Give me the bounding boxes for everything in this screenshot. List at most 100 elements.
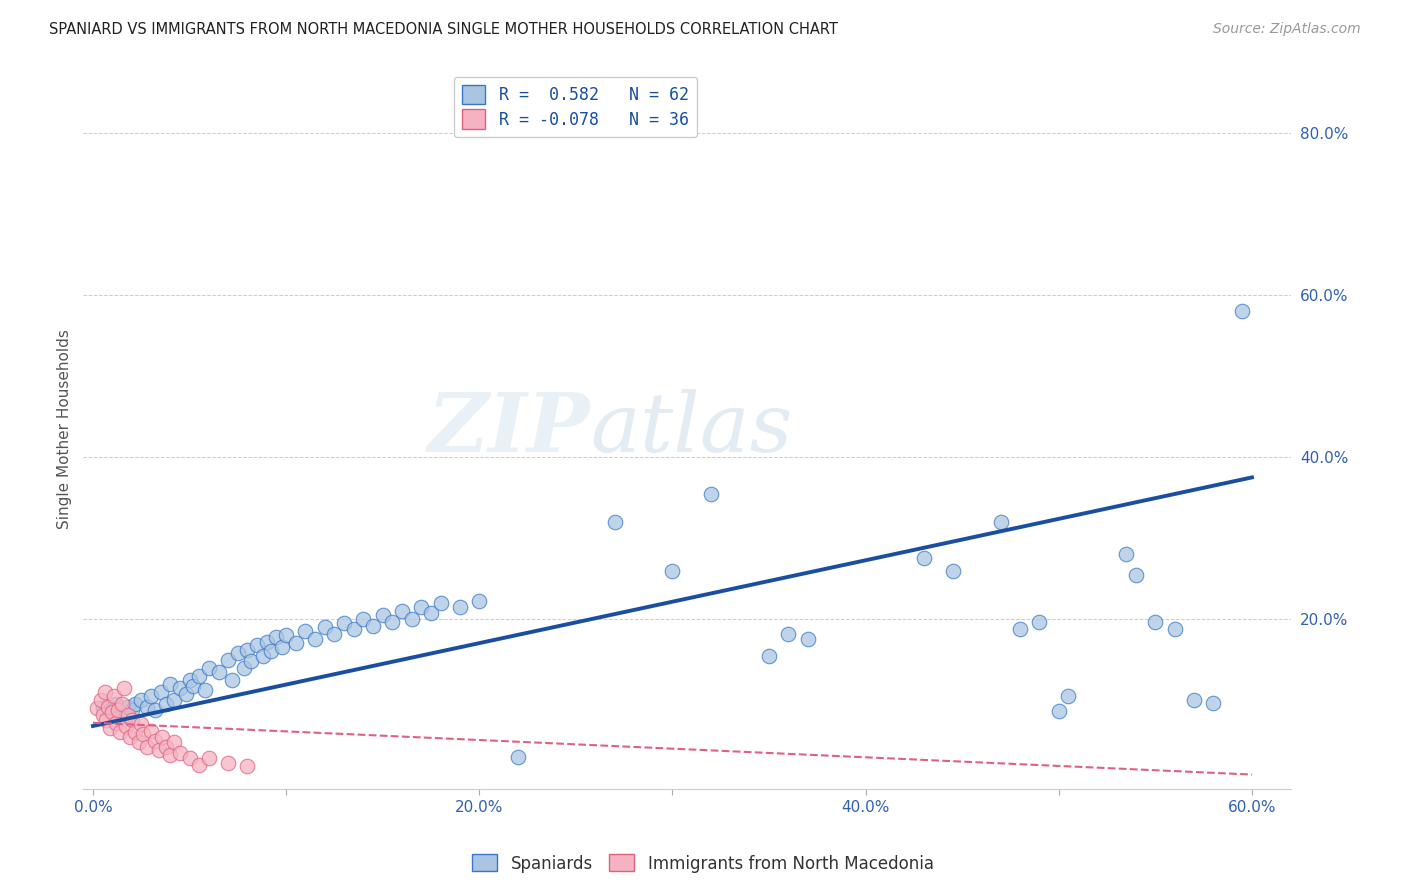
Point [343,622,366,636]
Point [226,646,249,660]
Point [179,673,201,687]
Point [139,689,162,703]
Point [143,703,166,717]
Point [111,709,134,723]
Point [246,638,269,652]
Point [1163,622,1185,636]
Point [139,723,162,738]
Point [96,714,118,728]
Point [101,705,124,719]
Point [1010,622,1032,636]
Point [121,703,143,717]
Point [1028,615,1050,629]
Point [98,722,121,736]
Point [136,739,159,754]
Point [169,746,191,760]
Point [371,608,394,623]
Point [136,699,159,714]
Point [129,693,152,707]
Point [217,756,239,771]
Point [333,616,356,631]
Point [159,748,181,763]
Point [143,733,166,747]
Text: ZIP: ZIP [427,389,591,469]
Point [1144,615,1167,630]
Point [90,693,112,707]
Point [361,618,384,632]
Point [155,739,177,754]
Point [124,725,146,739]
Y-axis label: Single Mother Households: Single Mother Households [58,329,72,529]
Point [108,725,131,739]
Point [159,677,181,691]
Point [468,594,491,608]
Point [188,669,211,683]
Point [1182,693,1205,707]
Point [256,634,278,648]
Point [381,615,404,630]
Point [1057,689,1080,703]
Point [778,626,800,640]
Point [1047,705,1070,719]
Point [163,735,186,749]
Point [990,515,1012,529]
Point [1232,304,1254,318]
Point [152,730,174,744]
Point [91,707,114,722]
Point [796,632,818,647]
Point [105,715,128,730]
Point [101,705,124,719]
Point [129,717,152,731]
Point [105,697,128,711]
Point [93,685,115,699]
Point [700,486,723,500]
Point [314,620,336,634]
Point [420,606,443,620]
Point [1125,567,1147,582]
Point [207,665,229,679]
Point [169,681,191,695]
Point [111,697,134,711]
Point [179,751,201,765]
Point [117,699,139,714]
Point [188,757,211,772]
Point [91,701,114,715]
Point [221,673,243,687]
Point [155,697,177,711]
Point [103,689,125,703]
Point [128,735,150,749]
Point [112,681,135,695]
Point [429,596,451,610]
Point [149,685,172,699]
Point [132,727,155,741]
Point [183,679,205,693]
Point [236,759,259,773]
Point [603,515,626,529]
Point [294,624,316,639]
Point [194,683,217,698]
Point [107,703,129,717]
Point [118,730,141,744]
Point [163,693,186,707]
Point [304,632,326,647]
Point [114,719,136,733]
Text: atlas: atlas [591,389,793,469]
Point [401,612,423,626]
Point [274,628,297,642]
Point [391,604,413,618]
Legend: R =  0.582   N = 62, R = -0.078   N = 36: R = 0.582 N = 62, R = -0.078 N = 36 [454,77,697,137]
Legend: Spaniards, Immigrants from North Macedonia: Spaniards, Immigrants from North Macedon… [465,847,941,880]
Point [232,661,254,675]
Point [260,644,283,658]
Point [117,707,139,722]
Point [198,661,221,675]
Point [284,636,307,650]
Point [121,714,143,728]
Point [758,648,780,663]
Point [266,630,288,644]
Point [148,743,170,757]
Point [198,751,221,765]
Point [1202,696,1225,710]
Point [449,599,471,614]
Point [661,564,683,578]
